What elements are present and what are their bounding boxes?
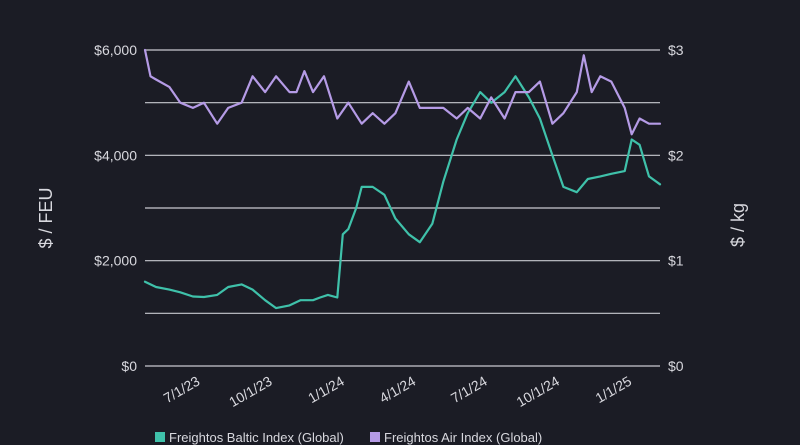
x-tick-label: 7/1/23 xyxy=(161,373,203,406)
legend: Freightos Baltic Index (Global) Freightos… xyxy=(155,430,542,445)
series-line-2 xyxy=(143,48,662,136)
left-tick-label: $4,000 xyxy=(94,147,137,163)
legend-swatch-2 xyxy=(370,432,380,442)
x-tick-label: 4/1/24 xyxy=(377,373,419,406)
x-tick-label: 10/1/24 xyxy=(513,373,562,410)
left-axis-title: $ / FEU xyxy=(36,187,56,248)
right-tick-label: $1 xyxy=(668,253,684,269)
legend-label-1: Freightos Baltic Index (Global) xyxy=(169,430,344,445)
right-tick-label: $0 xyxy=(668,358,684,374)
x-tick-label: 1/1/24 xyxy=(305,373,347,406)
left-axis-ticks: $0 $2,000 $4,000 $6,000 xyxy=(94,42,137,374)
legend-label-2: Freightos Air Index (Global) xyxy=(384,430,542,445)
x-tick-label: 7/1/24 xyxy=(448,373,490,406)
gridlines xyxy=(145,49,660,367)
series-lines xyxy=(143,48,662,310)
left-tick-label: $2,000 xyxy=(94,253,137,269)
series-line-1 xyxy=(143,75,662,310)
right-tick-label: $2 xyxy=(668,147,684,163)
legend-swatch-1 xyxy=(155,432,165,442)
right-tick-label: $3 xyxy=(668,42,684,58)
x-tick-label: 1/1/25 xyxy=(592,373,634,406)
left-tick-label: $0 xyxy=(121,358,137,374)
left-tick-label: $6,000 xyxy=(94,42,137,58)
right-axis-ticks: $0 $1 $2 $3 xyxy=(668,42,684,374)
x-axis-ticks: 7/1/23 10/1/23 1/1/24 4/1/24 7/1/24 10/1/24 1/… xyxy=(161,373,635,410)
right-axis-title: $ / kg xyxy=(728,203,748,247)
x-tick-label: 10/1/23 xyxy=(226,373,275,410)
